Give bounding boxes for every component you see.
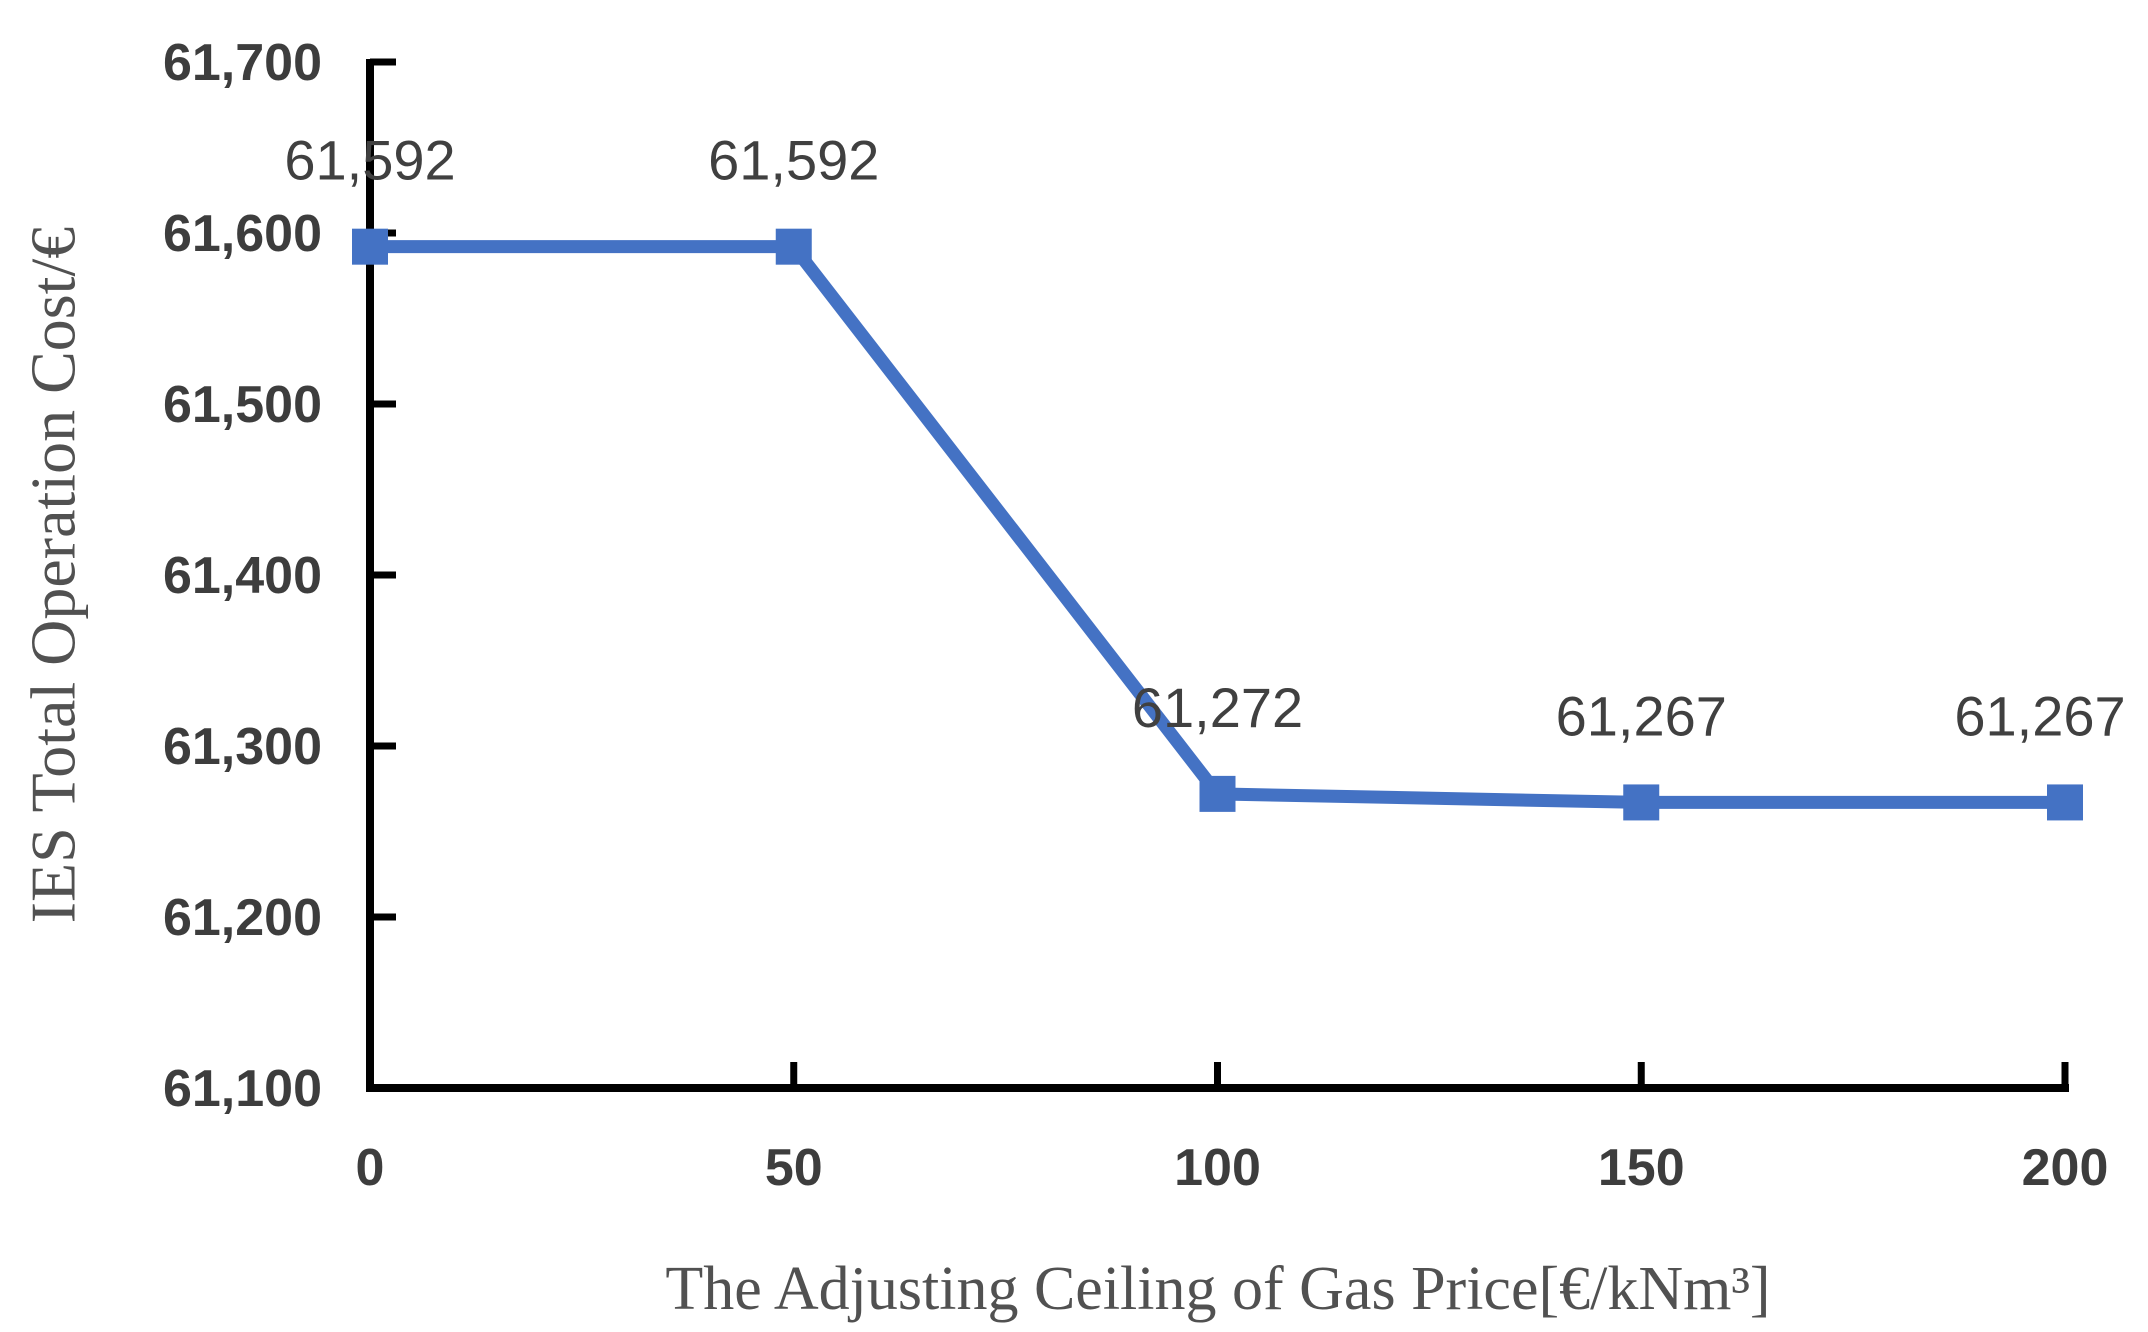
data-point-marker xyxy=(1199,775,1236,812)
series-line-and-markers xyxy=(352,228,2083,821)
x-tick-label: 0 xyxy=(356,1139,385,1197)
data-point-labels: 61,592 61,592 61,272 61,267 61,267 xyxy=(284,129,2125,748)
y-tick-label: 61,300 xyxy=(163,718,322,776)
data-point-marker xyxy=(2047,784,2083,821)
y-tick-label: 61,400 xyxy=(163,547,322,605)
y-axis-tick-labels: 61,100 61,200 61,300 61,400 61,500 61,600 61,7… xyxy=(163,34,322,1118)
x-tick-label: 200 xyxy=(2022,1139,2109,1197)
x-tick-label: 100 xyxy=(1174,1139,1261,1197)
x-tick-label: 150 xyxy=(1598,1139,1685,1197)
y-tick-label: 61,600 xyxy=(163,205,322,263)
data-point-label: 61,592 xyxy=(708,129,879,192)
data-point-marker xyxy=(352,228,388,265)
y-axis-title: IES Total Operation Cost/€ xyxy=(17,227,88,924)
data-point-label: 61,272 xyxy=(1132,676,1303,739)
data-point-label: 61,592 xyxy=(284,129,455,192)
y-tick-label: 61,100 xyxy=(163,1060,322,1118)
y-tick-label: 61,700 xyxy=(163,34,322,92)
y-tick-label: 61,500 xyxy=(163,376,322,434)
data-point-label: 61,267 xyxy=(1556,684,1727,747)
y-tick-label: 61,200 xyxy=(163,889,322,947)
x-tick-label: 50 xyxy=(765,1139,823,1197)
data-point-label: 61,267 xyxy=(1954,684,2125,747)
x-axis-ticks xyxy=(790,1062,2069,1088)
x-axis-title: The Adjusting Ceiling of Gas Price[€/kNm… xyxy=(665,1255,1770,1323)
data-point-marker xyxy=(1623,784,1660,821)
data-point-marker xyxy=(775,228,812,265)
x-axis-tick-labels: 0 50 100 150 200 xyxy=(356,1139,2109,1197)
